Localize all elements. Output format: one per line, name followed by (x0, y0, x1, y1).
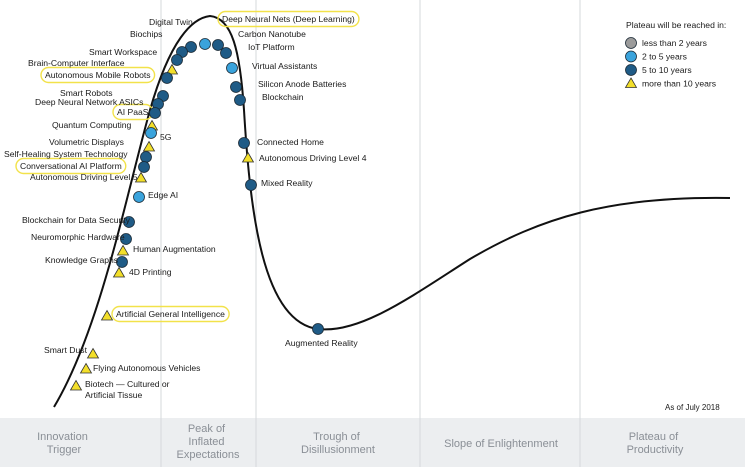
label-artificial-general-intelligence: Artificial General Intelligence (116, 309, 225, 319)
legend-label-2-to-5-years: 2 to 5 years (642, 52, 687, 62)
phase-peak: Peak of Inflated Expectations (177, 423, 240, 461)
marker-deep-neural-nets-deep-learning (199, 38, 211, 50)
label-autonomous-driving-level-4: Autonomous Driving Level 4 (259, 153, 367, 163)
marker-smart-dust (86, 347, 100, 359)
marker-connected-home (238, 137, 250, 149)
label-iot-platform: IoT Platform (248, 42, 295, 52)
marker-ai-paas (149, 107, 161, 119)
label-blockchain: Blockchain (262, 92, 304, 102)
label-flying-autonomous-vehicles: Flying Autonomous Vehicles (93, 363, 200, 373)
label-smart-robots: Smart Robots (60, 88, 113, 98)
marker-conversational-ai-platform (138, 161, 150, 173)
legend-label-5-to-10-years: 5 to 10 years (642, 65, 692, 75)
marker-knowledge-graphs (116, 256, 128, 268)
legend-swatch-5-to-10-years (625, 64, 637, 76)
marker-biotech-cultured-or-artificial-tissue (69, 379, 83, 391)
marker-5g (145, 127, 157, 139)
marker-edge-ai (133, 191, 145, 203)
label-5g: 5G (160, 132, 172, 142)
label-ai-paas: AI PaaS (117, 107, 149, 117)
label-smart-dust: Smart Dust (44, 345, 88, 355)
marker-autonomous-driving-level-5 (134, 171, 148, 183)
label-deep-neural-network-asics: Deep Neural Network ASICs (35, 97, 143, 107)
phase-footer-band (0, 418, 745, 467)
label-digital-twin: Digital Twin (149, 17, 193, 27)
marker-smart-workspace (171, 54, 183, 66)
label-autonomous-mobile-robots: Autonomous Mobile Robots (45, 70, 151, 80)
highlight-conversational-ai-platform (15, 157, 127, 175)
label-biotech-cultured-or-artificial-tissue: Biotech — Cultured or Artificial Tissue (85, 379, 170, 400)
technology-points: Deep Neural Nets (Deep Learning) Digital … (4, 14, 367, 400)
marker-blockchain-for-data-security (123, 216, 135, 228)
highlight-artificial-general-intelligence (111, 305, 230, 323)
marker-artificial-general-intelligence (100, 309, 114, 321)
legend-label-more-than-10-years: more than 10 years (642, 79, 716, 89)
marker-augmented-reality (312, 323, 324, 335)
legend-swatch-2-to-5-years (625, 50, 637, 63)
phase-innovation-trigger: Innovation Trigger (37, 431, 91, 456)
legend-title: Plateau will be reached in: (626, 20, 726, 30)
label-silicon-anode-batteries: Silicon Anode Batteries (258, 79, 346, 89)
label-conversational-ai-platform: Conversational AI Platform (20, 161, 122, 171)
label-volumetric-displays: Volumetric Displays (49, 137, 124, 147)
phase-trough: Trough of Disillusionment (301, 431, 375, 456)
label-carbon-nanotube: Carbon Nanotube (238, 29, 306, 39)
legend: Plateau will be reached in: less than 2 … (624, 20, 726, 89)
label-knowledge-graphs: Knowledge Graphs (45, 255, 118, 265)
legend-label-less-than-2-years: less than 2 years (642, 38, 707, 48)
label-brain-computer-interface: Brain-Computer Interface (28, 58, 125, 68)
marker-self-healing-system-technology (140, 151, 152, 163)
highlight-autonomous-mobile-robots (40, 66, 156, 84)
highlight-deep-neural-nets-deep-learning (217, 10, 360, 28)
label-virtual-assistants: Virtual Assistants (252, 61, 317, 71)
marker-digital-twin (185, 41, 197, 53)
label-blockchain-for-data-security: Blockchain for Data Security (22, 215, 131, 225)
label-autonomous-driving-level-5: Autonomous Driving Level 5 (30, 172, 138, 182)
phase-plateau: Plateau of Productivity (627, 431, 684, 456)
marker-neuromorphic-hardware (120, 233, 132, 245)
label-biochips: Biochips (130, 29, 162, 39)
marker-carbon-nanotube (212, 39, 224, 51)
label-quantum-computing: Quantum Computing (52, 120, 132, 130)
marker-flying-autonomous-vehicles (79, 362, 93, 374)
marker-4d-printing (112, 266, 126, 278)
label-connected-home: Connected Home (257, 137, 324, 147)
marker-virtual-assistants (226, 62, 238, 74)
marker-brain-computer-interface (165, 63, 179, 75)
marker-mixed-reality (245, 179, 257, 191)
label-augmented-reality: Augmented Reality (285, 338, 358, 348)
label-deep-neural-nets-deep-learning: Deep Neural Nets (Deep Learning) (222, 14, 355, 24)
marker-human-augmentation (116, 244, 130, 256)
phase-slope: Slope of Enlightenment (444, 438, 558, 450)
label-human-augmentation: Human Augmentation (133, 244, 216, 254)
label-mixed-reality: Mixed Reality (261, 178, 313, 188)
marker-autonomous-driving-level-4 (241, 151, 255, 163)
phase-labels: Innovation Trigger Peak of Inflated Expe… (37, 423, 684, 461)
legend-swatch-less-than-2-years (625, 37, 637, 49)
label-4d-printing: 4D Printing (129, 267, 172, 277)
legend-swatch-more-than-10-years (624, 77, 638, 88)
marker-autonomous-mobile-robots (161, 72, 173, 84)
label-edge-ai: Edge AI (148, 190, 178, 200)
label-self-healing-system-technology: Self-Healing System Technology (4, 149, 128, 159)
marker-volumetric-displays (142, 140, 156, 152)
label-neuromorphic-hardware: Neuromorphic Hardware (31, 232, 125, 242)
label-smart-workspace: Smart Workspace (89, 47, 157, 57)
label-highlights (15, 10, 360, 323)
marker-iot-platform (220, 47, 232, 59)
marker-silicon-anode-batteries (230, 81, 242, 93)
as-of-date: As of July 2018 (665, 403, 720, 412)
marker-blockchain (234, 94, 246, 106)
